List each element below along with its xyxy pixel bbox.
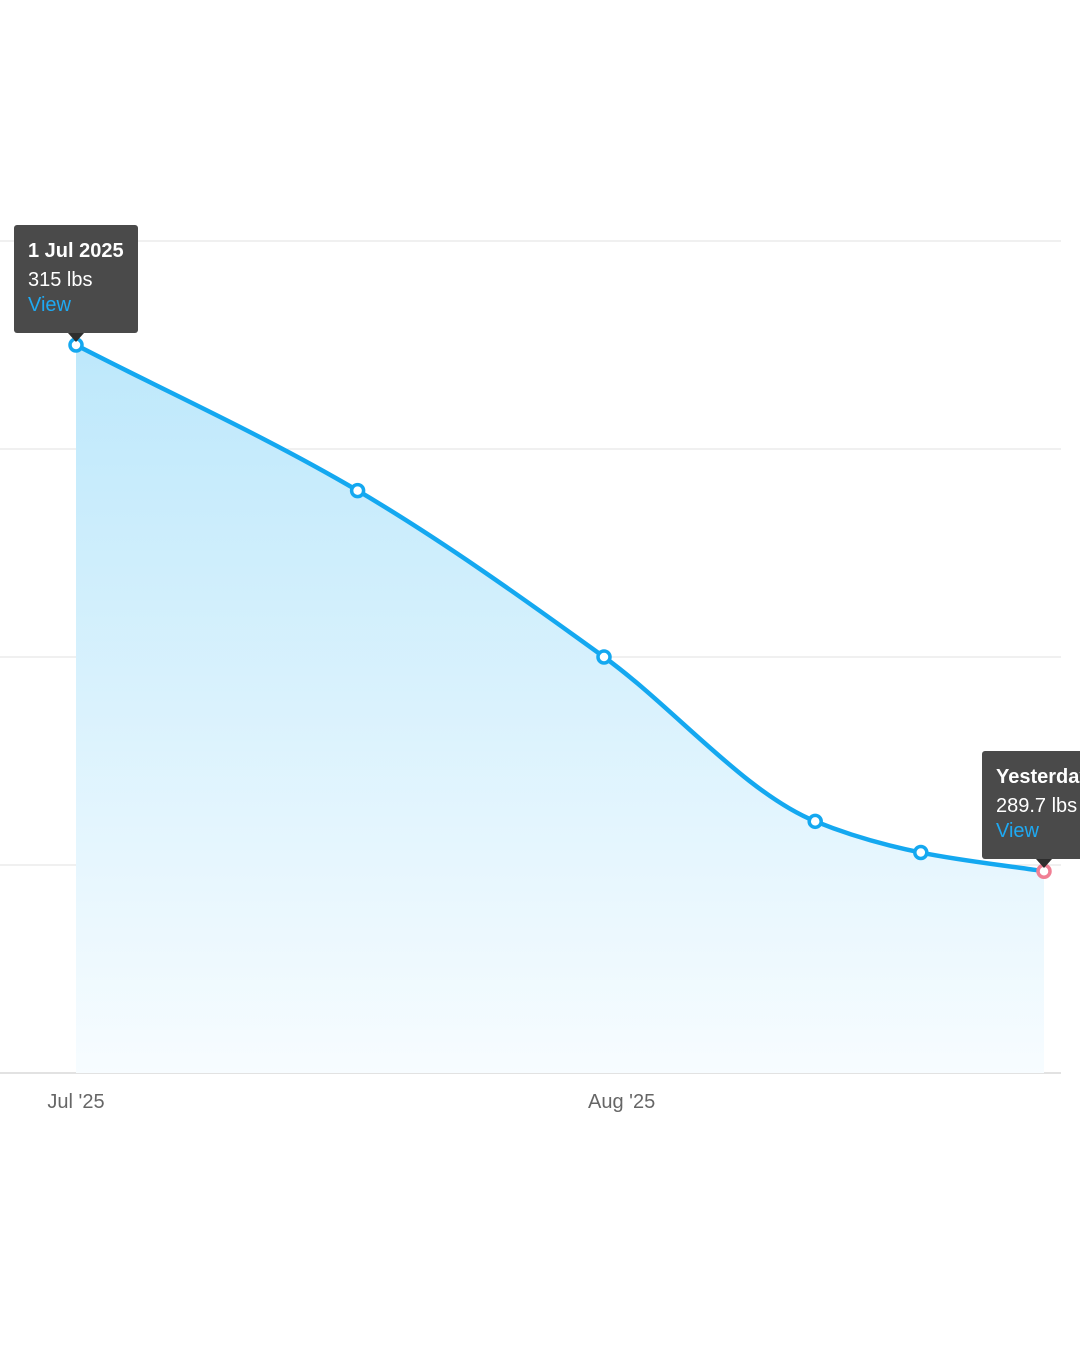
tooltip-arrow [68,333,84,342]
data-points [68,337,1052,879]
tooltip-view-link[interactable]: View [996,820,1039,843]
tooltip-date: 1 Jul 2025 [28,240,124,262]
data-point[interactable] [913,844,929,861]
tooltip-value: 289.7 lbs [996,795,1078,818]
tooltip-date: Yesterday [996,766,1080,789]
x-axis-ticks: Jul '25 Aug '25 [47,1091,655,1113]
area-fill [76,345,1044,1073]
tooltip-view-link[interactable]: View [28,294,71,316]
data-point[interactable] [596,649,612,665]
tooltip-arrow [1036,859,1052,869]
data-point[interactable] [349,482,366,499]
area-fill-path [76,345,1044,1073]
tooltip-last-point: Yesterday 289.7 lbs View [982,751,1080,860]
tooltip-value: 315 lbs [28,269,93,291]
x-tick-label: Jul '25 [47,1091,104,1113]
x-tick-label: Aug '25 [588,1091,655,1113]
data-point[interactable] [807,813,823,830]
tooltip-first-point: 1 Jul 2025 315 lbs View [14,225,138,333]
